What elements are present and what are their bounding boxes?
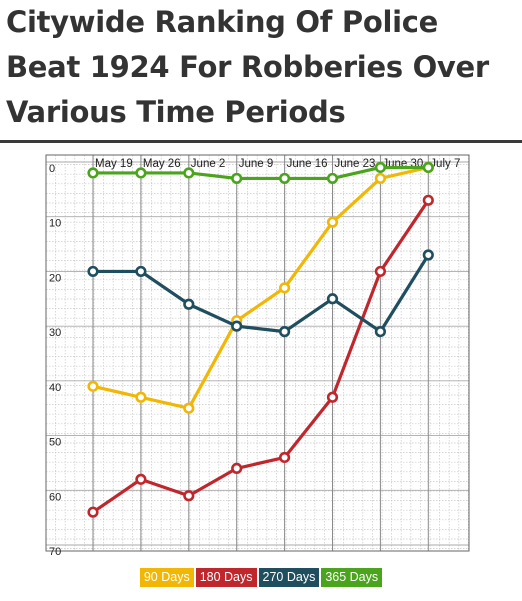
data-point bbox=[231, 462, 243, 475]
data-point bbox=[374, 326, 387, 338]
data-point bbox=[279, 451, 291, 464]
data-point bbox=[374, 172, 387, 185]
legend-item: 365 Days bbox=[321, 568, 383, 587]
data-point bbox=[422, 249, 434, 261]
x-tick-label: June 9 bbox=[239, 158, 274, 170]
series-270-days bbox=[87, 249, 434, 338]
data-point bbox=[326, 293, 339, 305]
data-point bbox=[326, 216, 339, 228]
y-axis-ticks: 0 10 20 30 40 50 60 70 bbox=[49, 163, 61, 558]
series-365-days bbox=[87, 161, 434, 185]
series-line bbox=[91, 198, 430, 514]
data-point bbox=[326, 391, 339, 403]
data-point bbox=[135, 167, 147, 179]
data-point bbox=[374, 161, 387, 174]
data-point bbox=[135, 265, 147, 278]
plot-frame bbox=[45, 154, 470, 552]
y-tick-label: 10 bbox=[49, 218, 61, 230]
y-tick-label: 60 bbox=[49, 491, 61, 503]
legend: 90 Days 180 Days 270 Days 365 Days bbox=[0, 568, 522, 587]
series-lines bbox=[87, 161, 434, 518]
data-point bbox=[135, 391, 147, 403]
series-line bbox=[91, 165, 430, 410]
data-point bbox=[135, 473, 147, 485]
y-tick-label: 0 bbox=[49, 163, 55, 175]
series-180-days bbox=[87, 194, 434, 518]
chart-title: Citywide Ranking Of Police Beat 1924 For… bbox=[6, 5, 489, 129]
x-tick-label: June 16 bbox=[287, 158, 328, 170]
x-tick-label: June 2 bbox=[191, 158, 226, 170]
grid-lines bbox=[45, 154, 470, 552]
x-tick-label: May 19 bbox=[95, 158, 133, 170]
series-line bbox=[91, 253, 430, 334]
line-chart: 0 10 20 30 40 50 60 70 May 19 May 26 June 2 June 9… bbox=[45, 154, 470, 558]
series-line bbox=[91, 165, 430, 181]
y-tick-label: 70 bbox=[49, 546, 61, 558]
x-tick-label: May 26 bbox=[143, 158, 181, 170]
data-point bbox=[183, 298, 195, 310]
data-point bbox=[183, 167, 195, 179]
legend-item: 180 Days bbox=[195, 568, 257, 587]
data-point bbox=[87, 380, 99, 392]
data-point bbox=[279, 326, 291, 338]
legend-item: 270 Days bbox=[258, 568, 320, 587]
data-point bbox=[374, 265, 387, 278]
y-tick-label: 40 bbox=[49, 382, 61, 394]
y-tick-label: 20 bbox=[49, 272, 61, 284]
data-point bbox=[422, 161, 434, 174]
data-point bbox=[326, 172, 339, 185]
y-tick-label: 50 bbox=[49, 437, 61, 449]
x-tick-label: July 7 bbox=[430, 158, 460, 170]
data-point bbox=[279, 282, 291, 294]
data-point bbox=[87, 506, 99, 518]
data-point bbox=[422, 194, 434, 206]
legend-item: 90 Days bbox=[139, 568, 194, 587]
x-tick-label: June 23 bbox=[335, 158, 376, 170]
data-point bbox=[183, 402, 195, 414]
title-divider bbox=[0, 140, 522, 143]
data-point bbox=[87, 167, 99, 179]
data-point bbox=[231, 172, 243, 185]
data-point bbox=[279, 172, 291, 185]
y-tick-label: 30 bbox=[49, 327, 61, 339]
series-90-days bbox=[87, 161, 434, 414]
data-point bbox=[231, 320, 243, 332]
data-point bbox=[183, 490, 195, 502]
data-point bbox=[87, 265, 99, 278]
